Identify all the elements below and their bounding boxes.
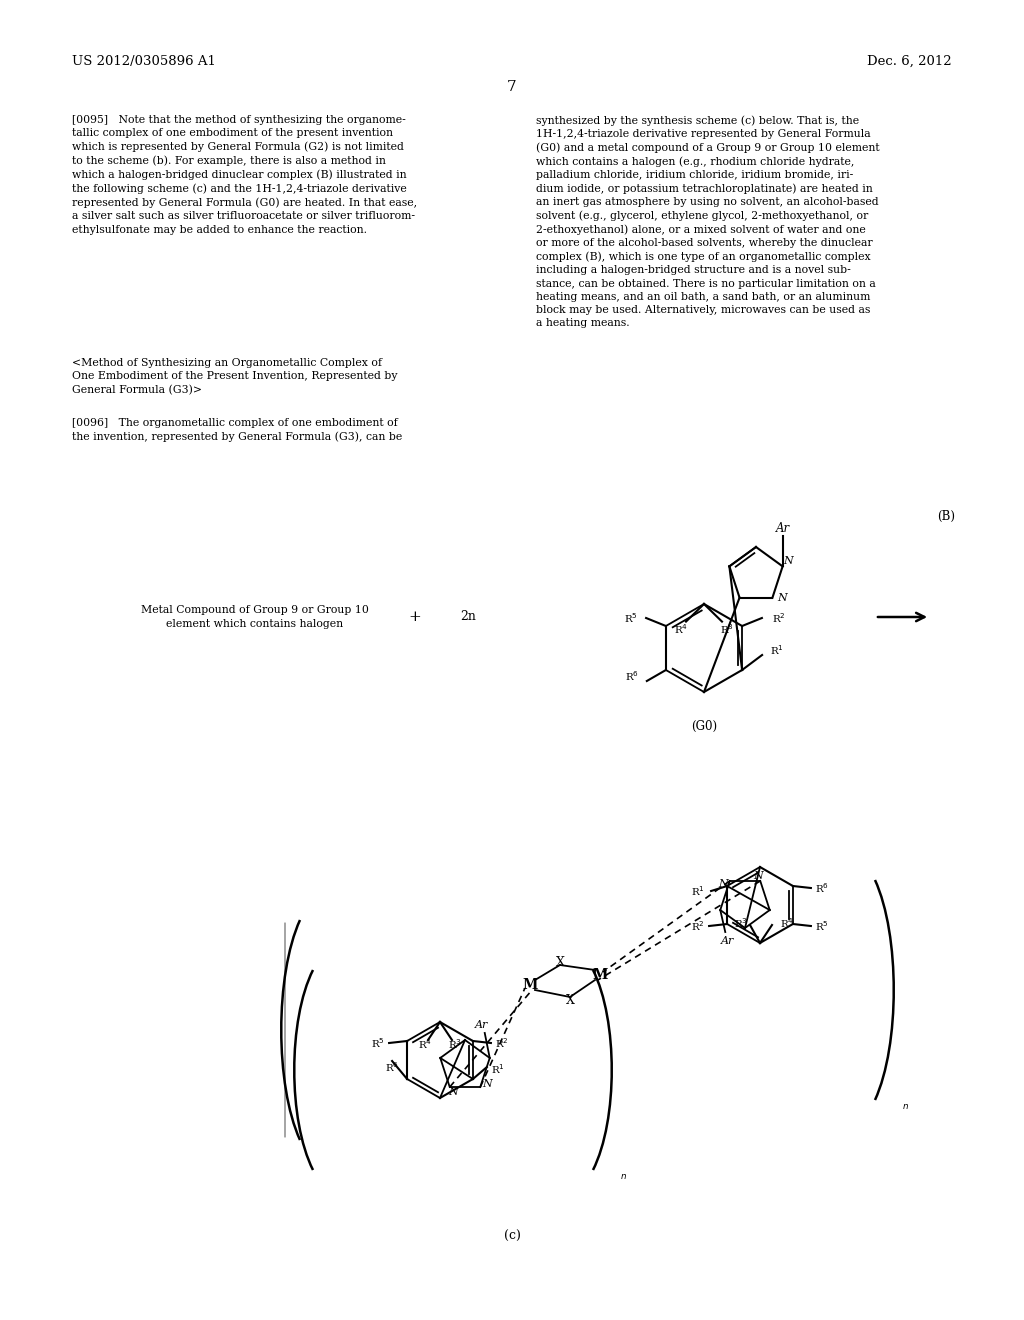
Text: [0095]   Note that the method of synthesizing the organome-
tallic complex of on: [0095] Note that the method of synthesiz… [72,115,417,235]
Text: Dec. 6, 2012: Dec. 6, 2012 [867,55,952,69]
Text: R$^1$: R$^1$ [490,1063,505,1076]
Text: R$^6$: R$^6$ [385,1060,399,1074]
Text: Ar: Ar [475,1020,488,1030]
Text: synthesized by the synthesis scheme (c) below. That is, the
1H-1,2,4-triazole de: synthesized by the synthesis scheme (c) … [536,115,880,329]
Text: M: M [522,978,538,993]
Text: R$^1$: R$^1$ [770,643,784,657]
Text: R$^4$: R$^4$ [780,916,794,929]
Text: R$^5$: R$^5$ [815,919,828,933]
Text: R$^4$: R$^4$ [674,623,688,636]
Text: +: + [409,610,421,624]
Text: $_{n}$: $_{n}$ [902,1098,909,1111]
Text: (c): (c) [504,1230,520,1243]
Text: N: N [482,1078,493,1089]
Text: X: X [565,994,574,1006]
Text: R$^5$: R$^5$ [625,611,638,624]
Text: R$^6$: R$^6$ [625,669,639,682]
Text: [0096]   The organometallic complex of one embodiment of
the invention, represen: [0096] The organometallic complex of one… [72,418,402,442]
Text: N: N [782,556,793,566]
Text: R$^2$: R$^2$ [691,919,706,933]
Text: Ar: Ar [775,521,790,535]
Text: <Method of Synthesizing an Organometallic Complex of
One Embodiment of the Prese: <Method of Synthesizing an Organometalli… [72,358,397,395]
Text: N: N [777,593,787,603]
Text: R$^5$: R$^5$ [372,1036,385,1049]
Text: R$^3$: R$^3$ [449,1038,462,1051]
Text: X: X [556,956,564,969]
Text: US 2012/0305896 A1: US 2012/0305896 A1 [72,55,216,69]
Text: Metal Compound of Group 9 or Group 10
element which contains halogen: Metal Compound of Group 9 or Group 10 el… [141,605,369,630]
Text: (B): (B) [937,510,955,523]
Text: R$^3$: R$^3$ [720,623,734,636]
Text: R$^4$: R$^4$ [418,1038,432,1051]
Text: R$^2$: R$^2$ [495,1036,509,1049]
Text: N: N [447,1088,458,1097]
Text: Ar: Ar [721,936,734,946]
Text: N: N [754,871,763,880]
Text: N: N [718,879,728,888]
Text: R$^1$: R$^1$ [691,884,706,898]
Text: R$^3$: R$^3$ [734,916,748,929]
Text: 7: 7 [507,81,517,94]
Text: 2n: 2n [460,610,476,623]
Text: $_{n}$: $_{n}$ [620,1168,627,1181]
Text: R$^6$: R$^6$ [815,882,829,895]
Text: R$^2$: R$^2$ [772,611,785,624]
Text: M: M [592,968,607,982]
Text: (G0): (G0) [691,719,717,733]
